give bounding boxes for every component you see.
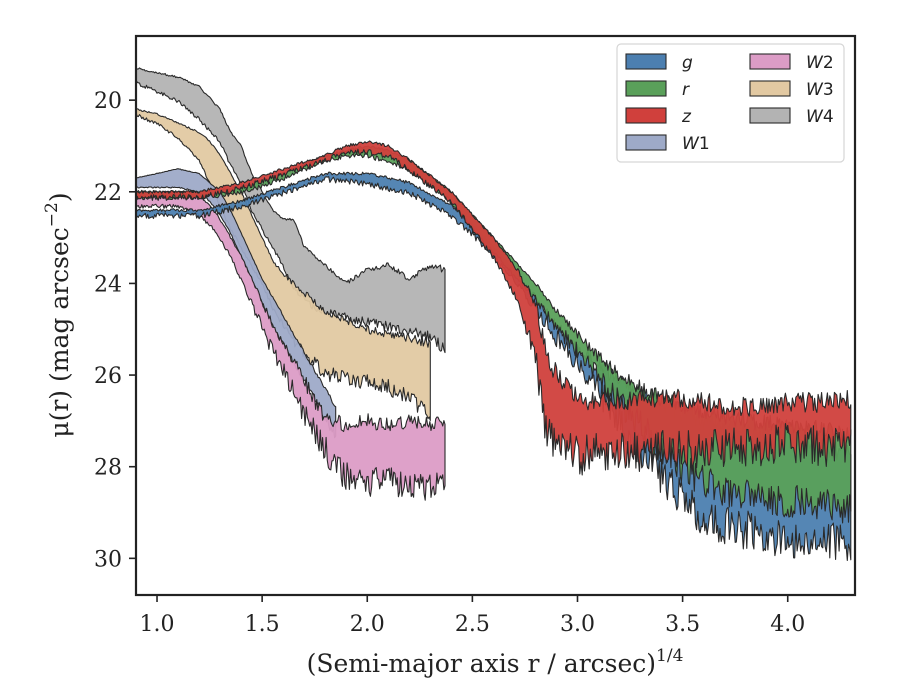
x-tick-label: 1.5 xyxy=(245,612,280,637)
x-axis: 1.0 1.5 2.0 2.5 3.0 3.5 4.0 xyxy=(140,595,805,637)
legend-swatch-w2 xyxy=(749,53,791,70)
x-tick-label: 2.5 xyxy=(455,612,490,637)
x-tick-label: 4.0 xyxy=(770,612,805,637)
x-tick-label: 1.0 xyxy=(140,612,175,637)
legend-label-w3: W3 xyxy=(806,80,834,100)
series-band-g xyxy=(136,171,852,562)
y-tick-label: 30 xyxy=(94,547,122,572)
legend-swatch-w1 xyxy=(625,134,667,151)
legend-swatch-z xyxy=(625,107,667,124)
x-tick-label: 3.0 xyxy=(560,612,595,637)
y-tick-label: 28 xyxy=(94,456,122,481)
legend-label-w4: W4 xyxy=(806,107,834,127)
series-band-w4 xyxy=(136,67,446,354)
legend-box xyxy=(616,43,845,163)
legend-label-z: z xyxy=(681,107,692,127)
x-axis-label: (Semi-major axis r / arcsec)1/4 xyxy=(307,646,684,678)
plot-frame xyxy=(134,34,857,597)
legend-swatch-r xyxy=(625,80,667,97)
y-axis-label: μ(r) (mag arcsec−2) xyxy=(42,192,74,437)
legend-label-w2: W2 xyxy=(806,53,834,73)
legend: grz W1 W2 W3 W4 xyxy=(616,43,845,163)
y-axis: 20 22 24 26 28 30 xyxy=(94,89,136,572)
series-band-w2 xyxy=(136,190,446,501)
x-tick-label: 2.0 xyxy=(350,612,385,637)
y-tick-label: 24 xyxy=(94,272,122,297)
legend-swatch-w3 xyxy=(749,80,791,97)
y-tick-label: 26 xyxy=(94,364,122,389)
y-tick-label: 22 xyxy=(94,181,122,206)
x-tick-label: 3.5 xyxy=(665,612,700,637)
series-band-z xyxy=(136,140,852,476)
legend-swatch-g xyxy=(625,53,667,70)
series-layer xyxy=(136,67,852,562)
legend-label-w1: W1 xyxy=(682,134,710,154)
legend-label-g: g xyxy=(682,53,693,73)
legend-swatch-w4 xyxy=(749,107,791,124)
y-tick-label: 20 xyxy=(94,89,122,114)
legend-label-r: r xyxy=(682,80,690,100)
